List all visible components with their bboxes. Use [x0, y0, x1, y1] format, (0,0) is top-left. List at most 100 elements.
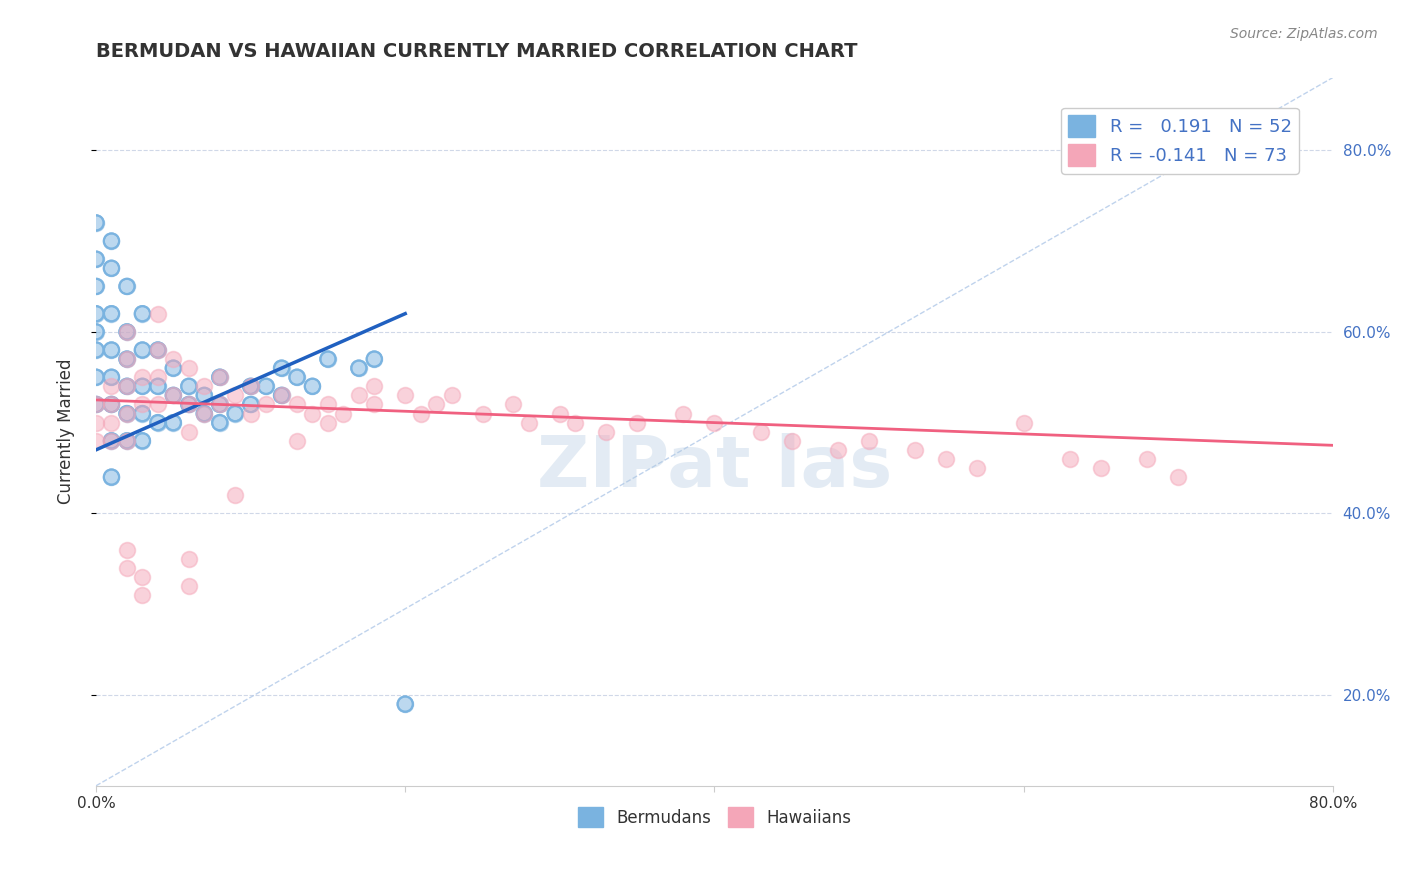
Point	[316, 397, 339, 411]
Point	[84, 216, 107, 230]
Point	[904, 442, 927, 457]
Point	[100, 261, 122, 276]
Point	[100, 379, 122, 393]
Point	[131, 379, 153, 393]
Point	[115, 352, 138, 367]
Point	[394, 697, 416, 711]
Point	[254, 379, 277, 393]
Point	[84, 434, 107, 448]
Point	[146, 379, 169, 393]
Point	[84, 343, 107, 357]
Point	[285, 370, 308, 384]
Point	[84, 416, 107, 430]
Point	[517, 416, 540, 430]
Point	[84, 279, 107, 293]
Point	[131, 407, 153, 421]
Point	[100, 307, 122, 321]
Point	[208, 370, 231, 384]
Point	[254, 379, 277, 393]
Point	[193, 407, 215, 421]
Point	[239, 379, 262, 393]
Point	[177, 579, 200, 593]
Point	[115, 379, 138, 393]
Point	[100, 416, 122, 430]
Point	[332, 407, 354, 421]
Point	[115, 325, 138, 339]
Point	[131, 379, 153, 393]
Point	[239, 397, 262, 411]
Point	[703, 416, 725, 430]
Point	[100, 370, 122, 384]
Point	[84, 252, 107, 267]
Point	[115, 352, 138, 367]
Point	[239, 397, 262, 411]
Point	[193, 388, 215, 402]
Point	[100, 470, 122, 484]
Point	[224, 407, 246, 421]
Point	[100, 343, 122, 357]
Point	[100, 470, 122, 484]
Point	[425, 397, 447, 411]
Point	[146, 416, 169, 430]
Point	[131, 407, 153, 421]
Point	[208, 370, 231, 384]
Point	[224, 407, 246, 421]
Point	[285, 434, 308, 448]
Point	[162, 388, 184, 402]
Point	[131, 397, 153, 411]
Point	[162, 361, 184, 376]
Point	[935, 451, 957, 466]
Point	[131, 434, 153, 448]
Point	[84, 252, 107, 267]
Point	[193, 379, 215, 393]
Point	[162, 361, 184, 376]
Point	[239, 407, 262, 421]
Point	[193, 407, 215, 421]
Point	[115, 279, 138, 293]
Point	[84, 397, 107, 411]
Point	[146, 343, 169, 357]
Point	[115, 325, 138, 339]
Point	[84, 343, 107, 357]
Point	[1090, 461, 1112, 475]
Point	[115, 352, 138, 367]
Point	[131, 307, 153, 321]
Point	[626, 416, 648, 430]
Point	[1059, 451, 1081, 466]
Point	[100, 234, 122, 248]
Point	[115, 279, 138, 293]
Point	[347, 361, 370, 376]
Point	[162, 416, 184, 430]
Point	[270, 388, 292, 402]
Point	[84, 325, 107, 339]
Point	[285, 397, 308, 411]
Point	[84, 325, 107, 339]
Point	[270, 361, 292, 376]
Point	[146, 343, 169, 357]
Point	[1012, 416, 1035, 430]
Point	[363, 397, 385, 411]
Point	[208, 416, 231, 430]
Point	[162, 361, 184, 376]
Point	[131, 407, 153, 421]
Point	[115, 434, 138, 448]
Point	[131, 379, 153, 393]
Point	[409, 407, 432, 421]
Point	[100, 434, 122, 448]
Point	[84, 370, 107, 384]
Point	[84, 397, 107, 411]
Point	[394, 697, 416, 711]
Point	[162, 352, 184, 367]
Point	[115, 407, 138, 421]
Point	[177, 551, 200, 566]
Point	[131, 370, 153, 384]
Point	[254, 379, 277, 393]
Point	[100, 307, 122, 321]
Point	[84, 216, 107, 230]
Point	[100, 261, 122, 276]
Point	[193, 407, 215, 421]
Point	[471, 407, 494, 421]
Point	[208, 416, 231, 430]
Point	[316, 352, 339, 367]
Point	[177, 425, 200, 439]
